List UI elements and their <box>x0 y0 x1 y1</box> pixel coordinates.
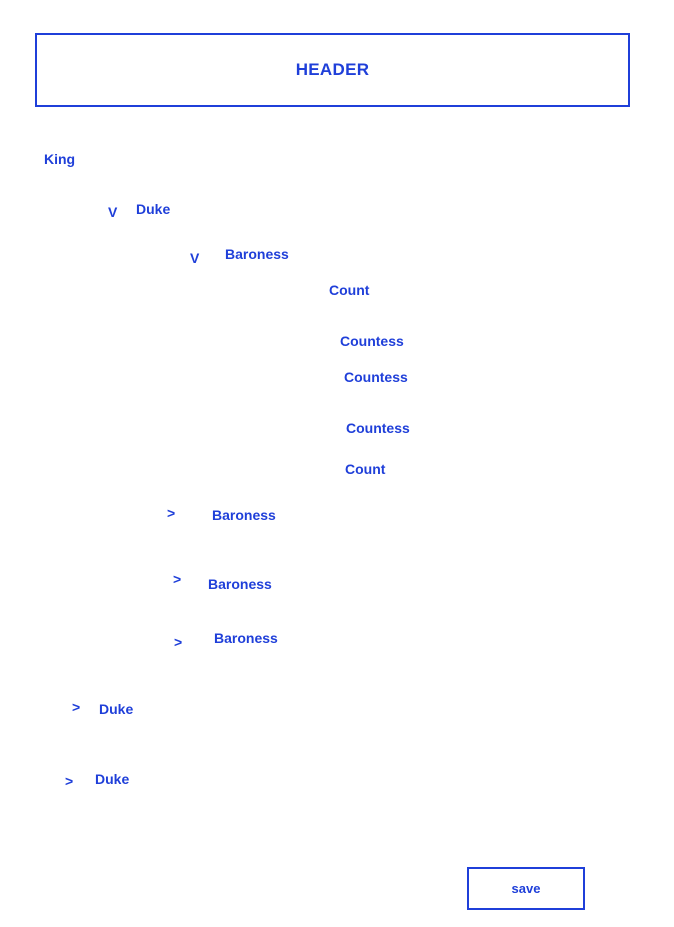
tree-node-baroness[interactable]: Baroness <box>208 576 272 592</box>
tree-node-countess[interactable]: Countess <box>340 333 404 349</box>
tree-node-countess[interactable]: Countess <box>344 369 408 385</box>
expand-toggle-icon[interactable]: V <box>190 250 200 266</box>
collapse-toggle-icon[interactable]: > <box>65 773 74 789</box>
tree-node-duke[interactable]: Duke <box>95 771 130 787</box>
collapse-toggle-icon[interactable]: > <box>174 634 183 650</box>
save-button[interactable]: save <box>467 867 585 910</box>
page-header: HEADER <box>35 33 630 107</box>
tree-node-baroness[interactable]: Baroness <box>225 246 289 262</box>
collapse-toggle-icon[interactable]: > <box>167 505 176 521</box>
tree-node-count[interactable]: Count <box>329 282 370 298</box>
expand-toggle-icon[interactable]: V <box>108 204 118 220</box>
collapse-toggle-icon[interactable]: > <box>173 571 182 587</box>
header-title: HEADER <box>295 60 370 79</box>
tree-node-count[interactable]: Count <box>345 461 386 477</box>
tree-node-duke[interactable]: Duke <box>99 701 134 717</box>
tree-node-baroness[interactable]: Baroness <box>212 507 276 523</box>
tree-node-countess[interactable]: Countess <box>346 420 410 436</box>
tree-node-king[interactable]: King <box>44 151 76 167</box>
tree-node-duke[interactable]: Duke <box>136 201 171 217</box>
tree-node-baroness[interactable]: Baroness <box>214 630 278 646</box>
collapse-toggle-icon[interactable]: > <box>72 699 81 715</box>
